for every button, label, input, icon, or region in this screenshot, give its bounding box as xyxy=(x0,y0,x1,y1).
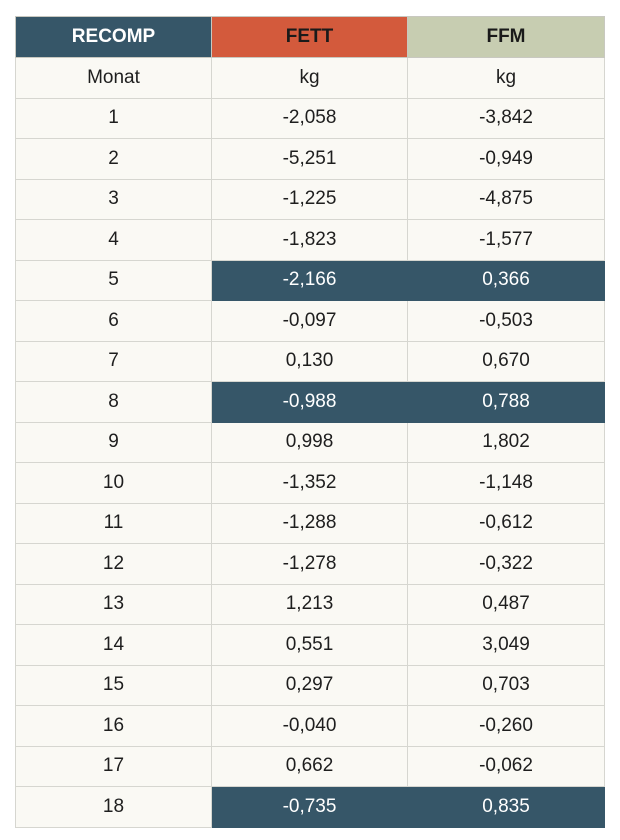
header-fett: FETT xyxy=(211,16,408,58)
cell-fett: -1,278 xyxy=(211,543,408,585)
cell-fett: 0,297 xyxy=(211,664,408,706)
table-header: RECOMP FETT FFM xyxy=(15,16,605,58)
cell-ffm: -0,062 xyxy=(407,745,605,787)
cell-ffm: -1,148 xyxy=(407,462,605,504)
cell-month: 1 xyxy=(15,97,212,139)
cell-ffm: -0,260 xyxy=(407,705,605,747)
unit-fett: kg xyxy=(211,57,408,99)
units-row: Monat kg kg xyxy=(15,57,605,99)
header-recomp: RECOMP xyxy=(15,16,212,58)
table-row: 16 -0,040 -0,260 xyxy=(15,705,605,747)
table-body: Monat kg kg 1 -2,058 -3,842 2 -5,251 -0,949 3-… xyxy=(15,57,605,828)
table-row: 5 -2,166 0,366 xyxy=(15,259,605,301)
table-row: 11 -1,288 -0,612 xyxy=(15,502,605,544)
cell-fett: -0,735 xyxy=(211,786,408,828)
cell-ffm: -0,612 xyxy=(407,502,605,544)
table-row: 13 1,213 0,487 xyxy=(15,583,605,625)
table-row: 8 -0,988 0,788 xyxy=(15,381,605,423)
cell-month: 13 xyxy=(15,583,212,625)
table-row: 9 0,998 1,802 xyxy=(15,421,605,463)
table-row: 3 -1,225 -4,875 xyxy=(15,178,605,220)
table-row: 4 -1,823 -1,577 xyxy=(15,219,605,261)
cell-fett: -0,097 xyxy=(211,300,408,342)
table-row: 12 -1,278 -0,322 xyxy=(15,543,605,585)
cell-month: 10 xyxy=(15,462,212,504)
cell-month: 16 xyxy=(15,705,212,747)
cell-ffm: -4,875 xyxy=(407,178,605,220)
cell-ffm: -3,842 xyxy=(407,97,605,139)
unit-month: Monat xyxy=(15,57,212,99)
table-row: 14 0,551 3,049 xyxy=(15,624,605,666)
cell-month: 5 xyxy=(15,259,212,301)
table-row: 10 -1,352 -1,148 xyxy=(15,462,605,504)
table-row: 17 0,662 -0,062 xyxy=(15,745,605,787)
cell-ffm: -1,577 xyxy=(407,219,605,261)
recomp-table: RECOMP FETT FFM Monat kg kg 1 -2,058 -3,84… xyxy=(15,16,605,828)
cell-ffm: 0,366 xyxy=(407,259,605,301)
cell-fett: -1,823 xyxy=(211,219,408,261)
cell-fett: -5,251 xyxy=(211,138,408,180)
cell-fett: 0,130 xyxy=(211,340,408,382)
cell-fett: -1,288 xyxy=(211,502,408,544)
cell-month: 3 xyxy=(15,178,212,220)
cell-fett: -0,040 xyxy=(211,705,408,747)
cell-ffm: 0,835 xyxy=(407,786,605,828)
cell-ffm: -0,322 xyxy=(407,543,605,585)
table-row: 2 -5,251 -0,949 xyxy=(15,138,605,180)
cell-month: 4 xyxy=(15,219,212,261)
cell-ffm: 0,670 xyxy=(407,340,605,382)
cell-month: 7 xyxy=(15,340,212,382)
cell-ffm: 1,802 xyxy=(407,421,605,463)
table-row: 15 0,297 0,703 xyxy=(15,664,605,706)
table-row: 6 -0,097 -0,503 xyxy=(15,300,605,342)
cell-fett: -1,352 xyxy=(211,462,408,504)
cell-month: 14 xyxy=(15,624,212,666)
header-ffm: FFM xyxy=(407,16,605,58)
cell-fett: -0,988 xyxy=(211,381,408,423)
cell-fett: 0,662 xyxy=(211,745,408,787)
cell-ffm: 0,487 xyxy=(407,583,605,625)
cell-month: 8 xyxy=(15,381,212,423)
table-row: 7 0,130 0,670 xyxy=(15,340,605,382)
cell-month: 11 xyxy=(15,502,212,544)
cell-fett: -2,058 xyxy=(211,97,408,139)
cell-fett: 0,998 xyxy=(211,421,408,463)
unit-ffm: kg xyxy=(407,57,605,99)
cell-fett: -2,166 xyxy=(211,259,408,301)
cell-ffm: -0,503 xyxy=(407,300,605,342)
cell-ffm: -0,949 xyxy=(407,138,605,180)
cell-month: 17 xyxy=(15,745,212,787)
recomp-table-container: RECOMP FETT FFM Monat kg kg 1 -2,058 -3,84… xyxy=(15,16,605,828)
cell-month: 15 xyxy=(15,664,212,706)
header-row: RECOMP FETT FFM xyxy=(15,16,605,58)
cell-month: 2 xyxy=(15,138,212,180)
cell-fett: 1,213 xyxy=(211,583,408,625)
cell-month: 18 xyxy=(15,786,212,828)
cell-month: 12 xyxy=(15,543,212,585)
cell-month: 9 xyxy=(15,421,212,463)
cell-ffm: 0,788 xyxy=(407,381,605,423)
table-row: 1 -2,058 -3,842 xyxy=(15,97,605,139)
cell-month: 6 xyxy=(15,300,212,342)
cell-ffm: 3,049 xyxy=(407,624,605,666)
cell-fett: -1,225 xyxy=(211,178,408,220)
cell-fett: 0,551 xyxy=(211,624,408,666)
cell-ffm: 0,703 xyxy=(407,664,605,706)
table-row: 18 -0,735 0,835 xyxy=(15,786,605,828)
